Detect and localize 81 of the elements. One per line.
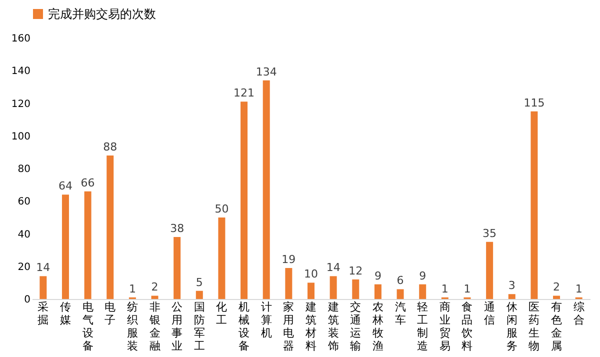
bar (62, 194, 69, 299)
y-tick-label: 140 (11, 66, 30, 78)
y-tick-label: 20 (18, 262, 30, 273)
data-label: 5 (196, 276, 203, 289)
legend-label: 完成并购交易的次数 (48, 7, 156, 21)
y-tick-label: 160 (11, 34, 30, 44)
x-tick-label: 采掘 (38, 300, 49, 326)
data-label: 6 (396, 274, 404, 288)
data-label: 2 (151, 280, 158, 294)
bar (508, 294, 516, 299)
data-label: 14 (326, 261, 340, 274)
x-tick-label: 公用事业 (172, 300, 183, 352)
bar (84, 191, 92, 299)
x-tick-label: 电子 (104, 300, 116, 326)
x-tick-label: 有色金属 (551, 300, 562, 352)
data-label: 1 (128, 282, 136, 296)
data-label: 9 (419, 269, 426, 282)
bar (151, 296, 158, 299)
data-label: 9 (374, 269, 382, 282)
x-tick-label: 休闲服务 (506, 300, 518, 352)
data-label: 35 (482, 226, 497, 240)
x-tick-label: 食品饮料 (460, 300, 473, 352)
data-label: 134 (256, 65, 277, 78)
data-label: 1 (441, 282, 448, 296)
data-label: 1 (464, 282, 471, 296)
data-label: 115 (524, 96, 545, 110)
bar (218, 217, 226, 299)
bar (486, 242, 494, 299)
data-label: 12 (348, 264, 363, 278)
bar (352, 279, 360, 299)
bar (308, 282, 314, 299)
x-tick-label: 通信 (484, 300, 496, 326)
bar (106, 155, 114, 299)
x-tick-label: 建筑材料 (304, 300, 316, 352)
data-label: 10 (304, 268, 318, 281)
y-tick-label: 100 (11, 131, 30, 142)
x-tick-label: 家用电器 (283, 300, 294, 352)
data-label: 3 (508, 279, 516, 292)
bar (553, 296, 560, 299)
y-tick-label: 80 (18, 164, 30, 175)
x-tick-label: 汽车 (394, 300, 406, 326)
x-tick-label: 电气设备 (82, 300, 94, 352)
x-tick-label: 农林牧渔 (371, 300, 384, 352)
bar (174, 237, 181, 299)
y-tick-label: 60 (18, 196, 30, 208)
x-tick-label: 国防军工 (194, 300, 205, 352)
data-label: 66 (80, 176, 95, 190)
data-label: 121 (234, 86, 255, 100)
x-tick-label: 机械设备 (238, 300, 250, 352)
data-label: 64 (58, 180, 72, 193)
bar (530, 111, 538, 299)
y-tick-label: 40 (18, 229, 30, 240)
x-tick-label: 非银金融 (148, 300, 160, 352)
data-label: 88 (103, 140, 118, 154)
bar (330, 276, 337, 299)
bar (396, 289, 404, 299)
x-tick-label: 纺织服装 (126, 300, 138, 352)
x-tick-label: 计算机 (260, 300, 272, 340)
x-tick-label: 医药生物 (528, 300, 540, 352)
data-label: 1 (575, 282, 582, 296)
data-label: 14 (36, 261, 50, 274)
y-tick-label: 120 (11, 98, 30, 110)
data-label: 38 (170, 222, 184, 236)
bar (374, 284, 382, 299)
data-label: 2 (553, 280, 560, 294)
x-tick-label: 传媒 (60, 300, 71, 326)
bar (196, 290, 203, 299)
x-tick-label: 轻工制造 (417, 300, 428, 352)
x-tick-label: 综合 (573, 300, 584, 326)
bar (40, 276, 47, 299)
x-tick-label: 化工 (216, 300, 228, 326)
bar (419, 284, 426, 299)
bar (240, 102, 248, 299)
bar (285, 268, 292, 299)
y-tick-label: 0 (24, 294, 30, 306)
x-tick-label: 商业贸易 (439, 300, 450, 352)
x-tick-label: 交通运输 (350, 300, 362, 352)
x-tick-label: 建筑装饰 (326, 300, 339, 352)
data-label: 19 (282, 253, 296, 266)
data-label: 50 (214, 202, 229, 216)
bar (262, 80, 270, 299)
